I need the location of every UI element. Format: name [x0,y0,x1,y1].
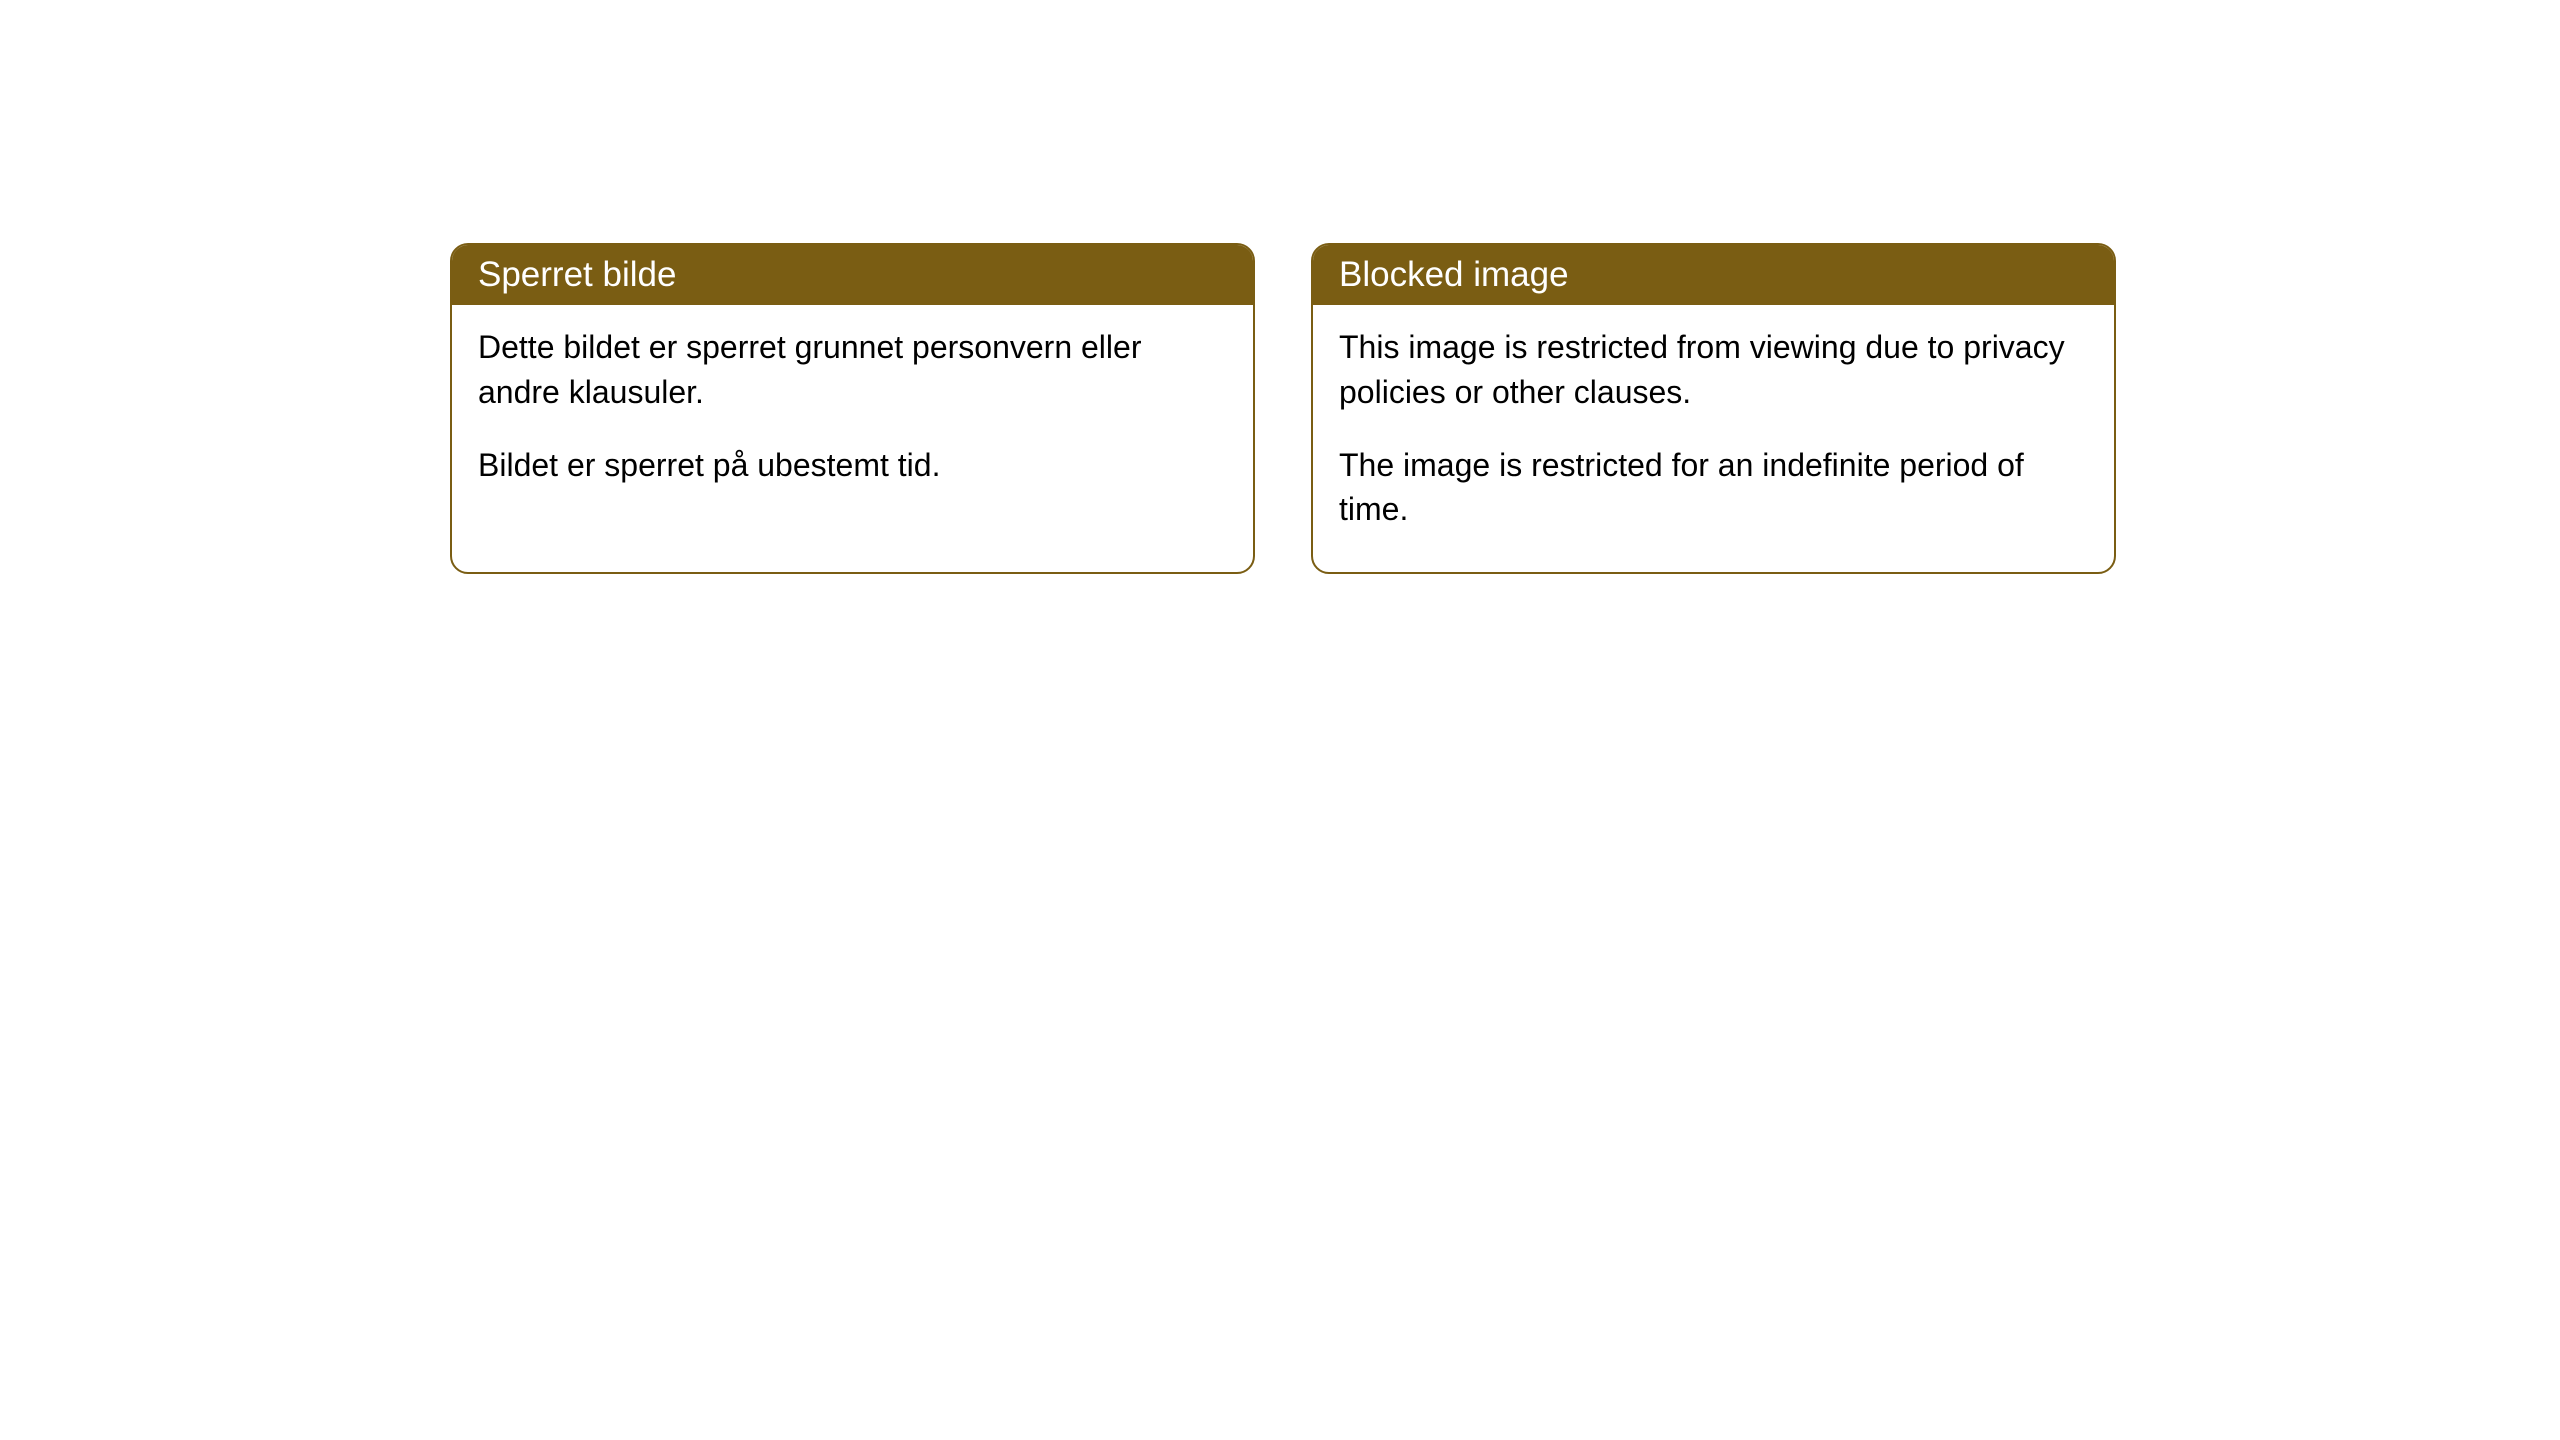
card-paragraph: This image is restricted from viewing du… [1339,325,2088,415]
card-paragraph: The image is restricted for an indefinit… [1339,443,2088,533]
blocked-image-card-english: Blocked image This image is restricted f… [1311,243,2116,574]
card-header: Blocked image [1313,245,2114,305]
card-body: This image is restricted from viewing du… [1313,305,2114,572]
notice-container: Sperret bilde Dette bildet er sperret gr… [450,243,2116,574]
card-title: Sperret bilde [478,255,676,294]
card-header: Sperret bilde [452,245,1253,305]
card-body: Dette bildet er sperret grunnet personve… [452,305,1253,527]
card-paragraph: Dette bildet er sperret grunnet personve… [478,325,1227,415]
card-paragraph: Bildet er sperret på ubestemt tid. [478,443,1227,488]
blocked-image-card-norwegian: Sperret bilde Dette bildet er sperret gr… [450,243,1255,574]
card-title: Blocked image [1339,255,1569,294]
